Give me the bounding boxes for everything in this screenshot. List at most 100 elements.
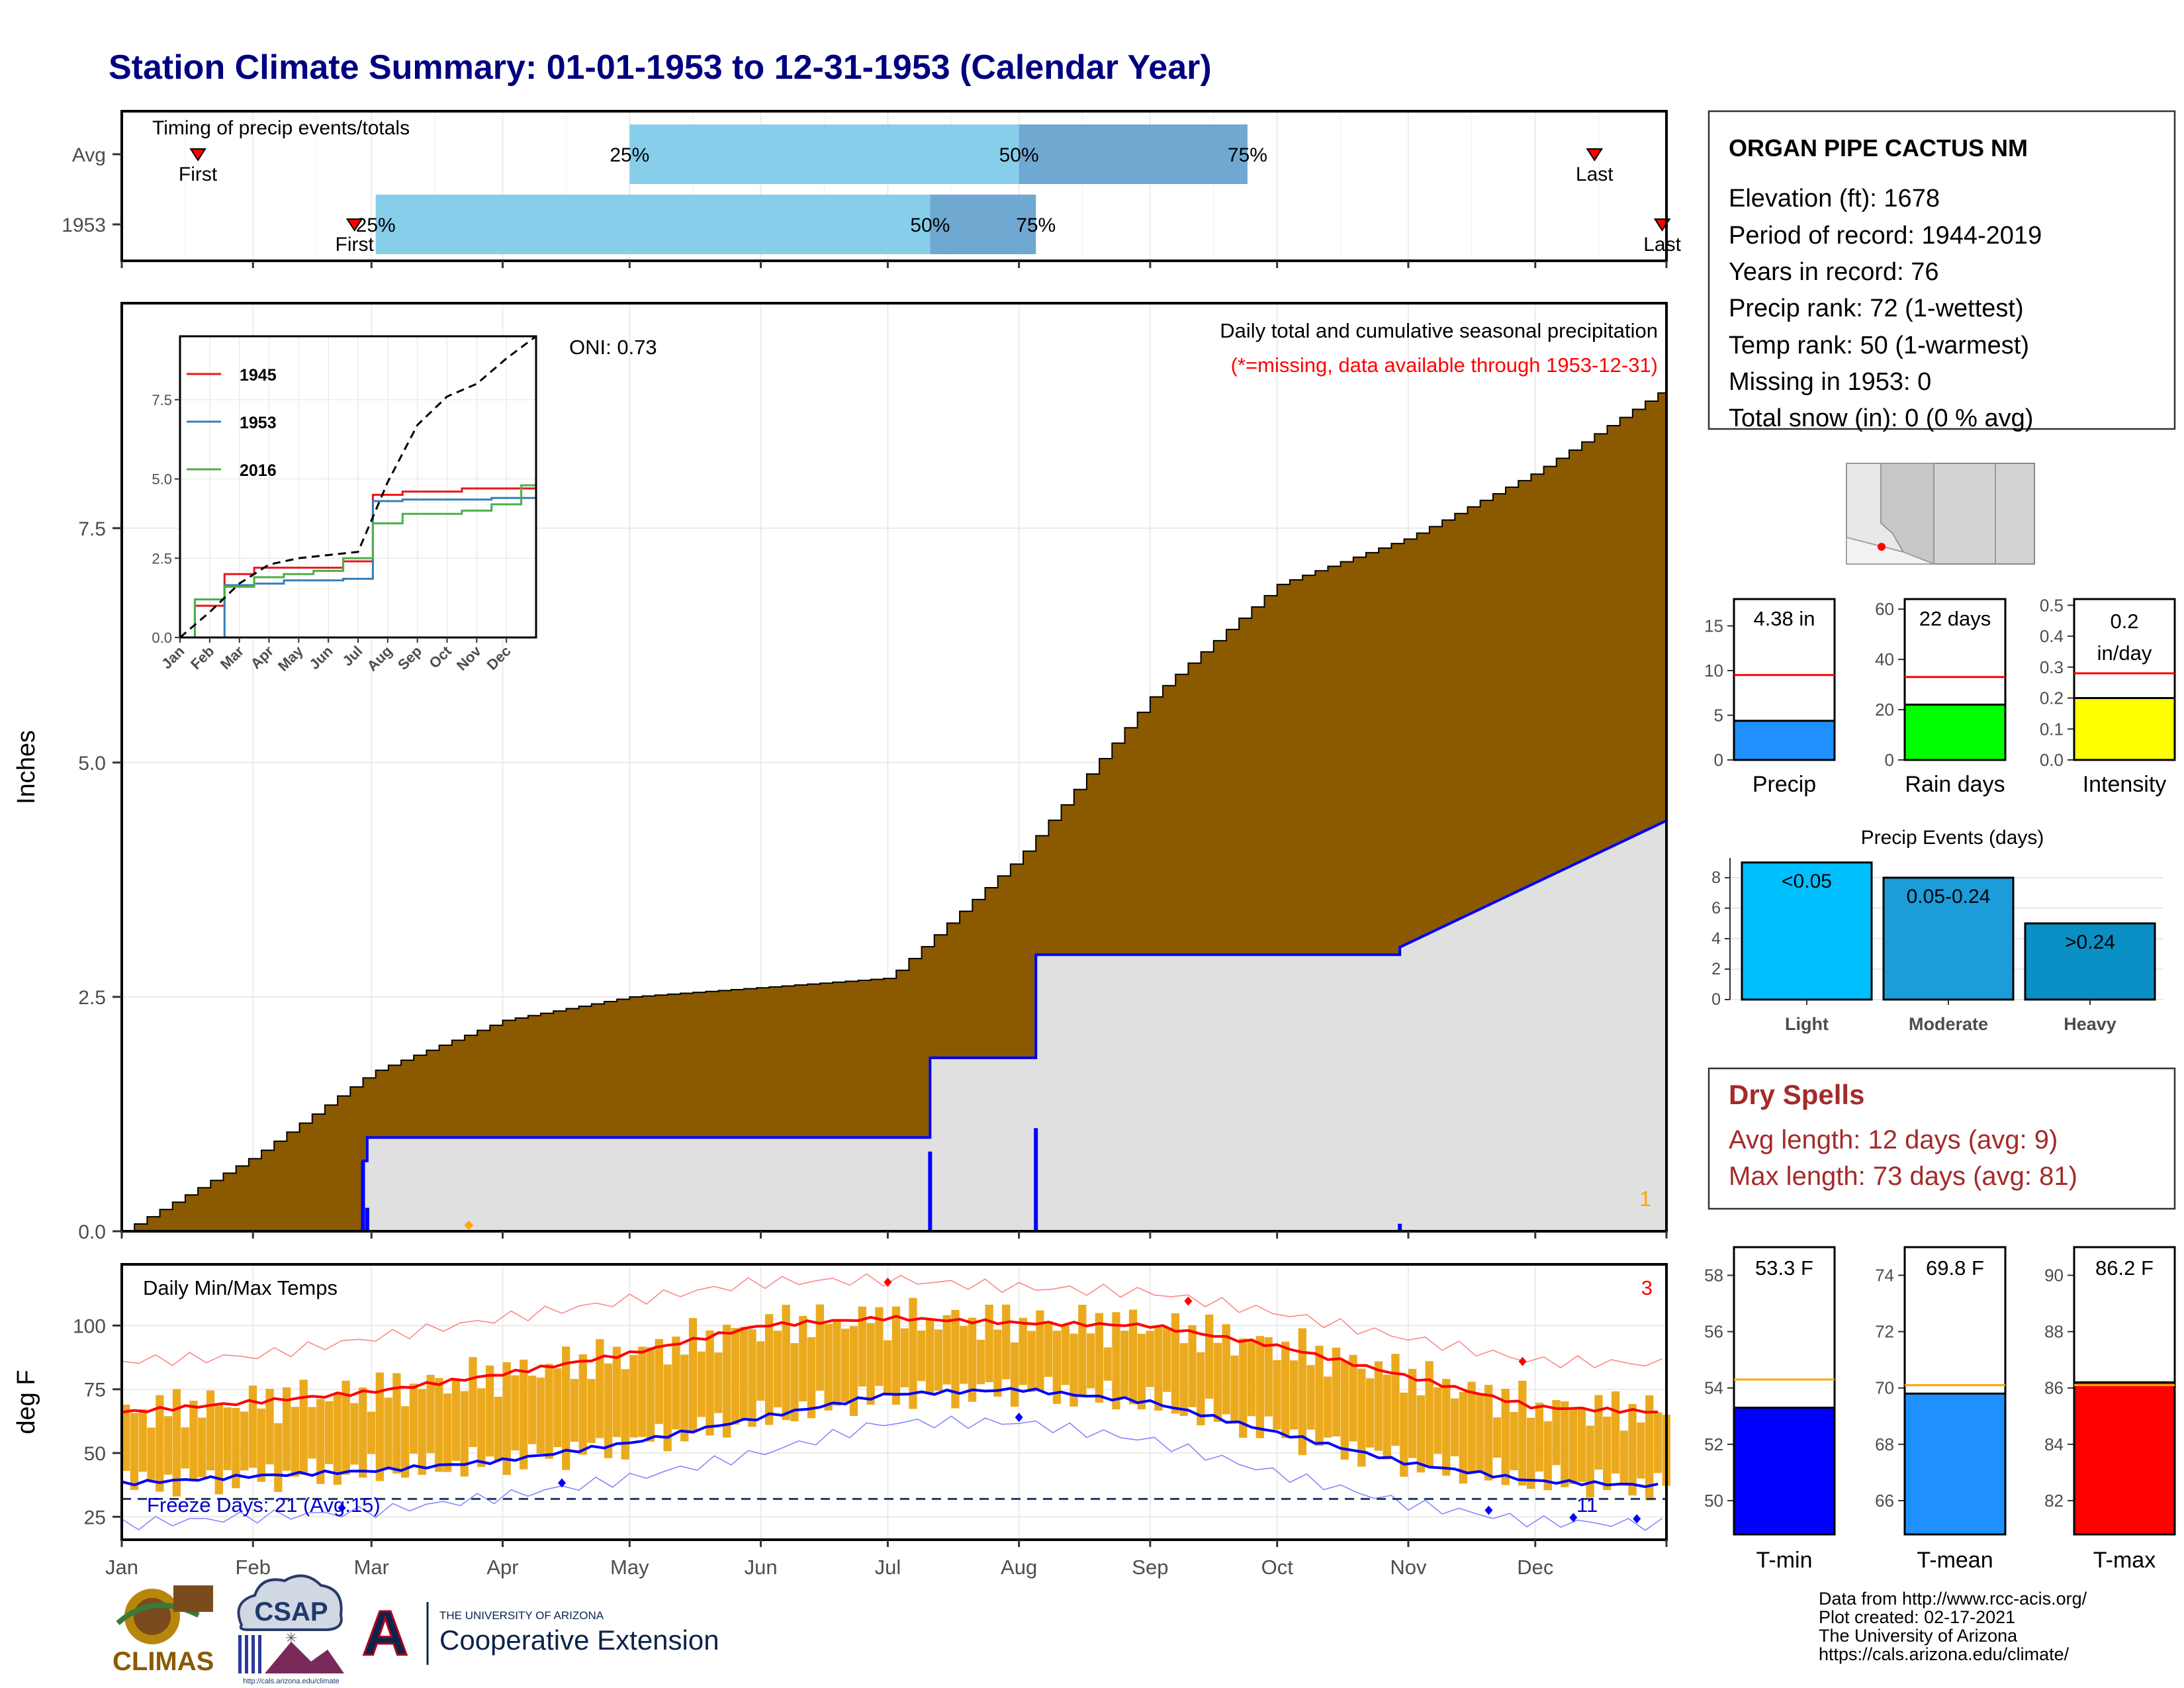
events-bar-label: Moderate bbox=[1909, 1014, 1988, 1034]
daily-temp-bar bbox=[1340, 1360, 1349, 1460]
daily-temp-bar bbox=[527, 1376, 537, 1444]
credit-university: The University of Arizona bbox=[1819, 1626, 2018, 1646]
mini-bar-Intensity bbox=[2073, 697, 2176, 761]
timing-label-75: 75% bbox=[1016, 214, 1056, 236]
inset-x-tick-label: Sep bbox=[394, 643, 425, 673]
dry-spells-title: Dry Spells bbox=[1729, 1079, 1864, 1110]
daily-temp-bar bbox=[1349, 1354, 1357, 1442]
timing-bar-50-75 bbox=[930, 195, 1036, 254]
temp-x-tick-label: Jul bbox=[875, 1556, 901, 1579]
temp-bar-value: 53.3 F bbox=[1755, 1256, 1813, 1280]
daily-temp-bar bbox=[1273, 1360, 1281, 1430]
temp-y-tick-label: 75 bbox=[84, 1380, 106, 1401]
daily-temp-bar bbox=[511, 1375, 520, 1451]
daily-temp-bar bbox=[232, 1407, 240, 1489]
station-precip-rank: Precip rank: 72 (1-wettest) bbox=[1729, 295, 2024, 322]
daily-temp-bar bbox=[350, 1403, 359, 1465]
mini-bar-y-label: 0 bbox=[1714, 750, 1723, 770]
timing-frame bbox=[120, 110, 1668, 262]
temp-x-tick-label: Feb bbox=[236, 1556, 271, 1579]
daily-temp-bar bbox=[265, 1389, 274, 1465]
daily-temp-bar bbox=[815, 1304, 824, 1391]
first-event-label: First bbox=[336, 234, 375, 256]
daily-temp-bar bbox=[1222, 1324, 1230, 1415]
timing-label-50: 50% bbox=[910, 214, 950, 236]
temp-bar-y-label: 50 bbox=[1704, 1491, 1723, 1511]
temp-bar-value: 86.2 F bbox=[2095, 1256, 2154, 1280]
daily-temp-bar bbox=[1332, 1347, 1341, 1436]
mini-bar-y-label: 10 bbox=[1704, 661, 1723, 680]
daily-temp-bar bbox=[875, 1307, 884, 1386]
temp-bar-y-label: 88 bbox=[2044, 1322, 2064, 1342]
daily-temp-bar bbox=[1247, 1340, 1256, 1417]
dry-spells-max: Max length: 73 days (avg: 81) bbox=[1729, 1162, 2077, 1191]
first-event-marker bbox=[189, 148, 206, 162]
temp-bar-y-label: 56 bbox=[1704, 1322, 1723, 1342]
daily-temp-bar bbox=[1577, 1408, 1586, 1482]
daily-temp-bar bbox=[248, 1385, 257, 1468]
last-event-marker bbox=[1586, 148, 1604, 162]
daily-temp-bar bbox=[206, 1390, 215, 1471]
daily-temp-bar bbox=[1095, 1313, 1104, 1403]
credits: Data from http://www.rcc-acis.org/ Plot … bbox=[1819, 1589, 2087, 1664]
university-of-arizona-logo: A THE UNIVERSITY OF ARIZONA Cooperative … bbox=[361, 1597, 719, 1670]
daily-temp-bar bbox=[672, 1336, 680, 1430]
record-high-marker bbox=[884, 1277, 892, 1287]
daily-temp-bar bbox=[138, 1409, 147, 1472]
locator-map bbox=[1846, 463, 2035, 565]
daily-temp-bar bbox=[663, 1364, 672, 1452]
daily-temp-bar bbox=[1586, 1425, 1594, 1497]
daily-temp-bar bbox=[485, 1365, 494, 1457]
temp-x-tick-label: Jan bbox=[105, 1556, 138, 1579]
daily-temp-bar bbox=[1002, 1304, 1011, 1380]
temp-y-axis: 25 50 75 100 bbox=[73, 1315, 122, 1528]
ua-university-name: THE UNIVERSITY OF ARIZONA bbox=[439, 1609, 604, 1622]
daily-temp-bar bbox=[1061, 1325, 1069, 1385]
events-bar-Heavy bbox=[2024, 922, 2156, 1001]
daily-temp-bar bbox=[392, 1373, 401, 1474]
temp-bar-y-label: 68 bbox=[1875, 1434, 1894, 1454]
daily-temp-bar bbox=[257, 1408, 265, 1482]
inset-lines bbox=[179, 335, 537, 639]
daily-temp-bar bbox=[866, 1323, 875, 1405]
daily-temp-bar bbox=[604, 1363, 613, 1458]
daily-temp-bar bbox=[1019, 1317, 1027, 1385]
daily-temp-bar bbox=[570, 1379, 579, 1442]
daily-temp-bar bbox=[1594, 1395, 1603, 1470]
csap-logo: CSAP ✳ http://cals.arizona.edu/climate bbox=[237, 1574, 344, 1685]
record-min-line bbox=[121, 1415, 1663, 1531]
precip-summary-bars: 0 5 10 15 4.38 in Precip 0 20 40 60 22 days Rain da… bbox=[1704, 595, 2176, 797]
events-bar-label: Light bbox=[1785, 1014, 1829, 1034]
station-elevation: Elevation (ft): 1678 bbox=[1729, 185, 1940, 212]
temp-bar-label: T-max bbox=[2093, 1548, 2156, 1573]
timing-label-25: 25% bbox=[610, 144, 649, 166]
mini-bar-y-label: 40 bbox=[1875, 649, 1894, 669]
temp-bar-y-label: 72 bbox=[1875, 1322, 1894, 1342]
daily-precip-bar bbox=[1034, 1128, 1038, 1231]
daily-temp-bar bbox=[764, 1314, 774, 1425]
events-bar-label: Heavy bbox=[2064, 1014, 2116, 1034]
daily-temp-bar bbox=[723, 1325, 731, 1438]
daily-temp-bar bbox=[1230, 1355, 1239, 1421]
oni-value: ONI: 0.73 bbox=[569, 336, 657, 359]
daily-temp-bar bbox=[477, 1388, 486, 1468]
daily-temp-bar bbox=[976, 1339, 985, 1385]
temp-frame bbox=[120, 1263, 1668, 1541]
record-low-marker bbox=[1569, 1513, 1578, 1523]
csap-url: http://cals.arizona.edu/climate bbox=[243, 1677, 340, 1685]
temp-bar-y-label: 82 bbox=[2044, 1491, 2064, 1511]
climas-wordmark: CLIMAS bbox=[113, 1647, 214, 1676]
temp-x-tick-label: Sep bbox=[1132, 1556, 1168, 1579]
daily-temp-bar bbox=[443, 1393, 452, 1472]
record-low-marker bbox=[558, 1478, 567, 1488]
precip-plot bbox=[122, 392, 1667, 1233]
daily-temp-bar bbox=[925, 1318, 934, 1393]
daily-temp-bar bbox=[291, 1407, 300, 1477]
daily-temp-bar bbox=[426, 1374, 435, 1454]
daily-temp-bar bbox=[562, 1346, 570, 1470]
daily-temp-bar bbox=[748, 1329, 756, 1427]
daily-temp-bar bbox=[1010, 1342, 1019, 1407]
events-bar-Moderate bbox=[1882, 876, 2015, 1001]
temp-bar-y-label: 66 bbox=[1875, 1491, 1894, 1511]
daily-temp-bar bbox=[1645, 1395, 1654, 1501]
